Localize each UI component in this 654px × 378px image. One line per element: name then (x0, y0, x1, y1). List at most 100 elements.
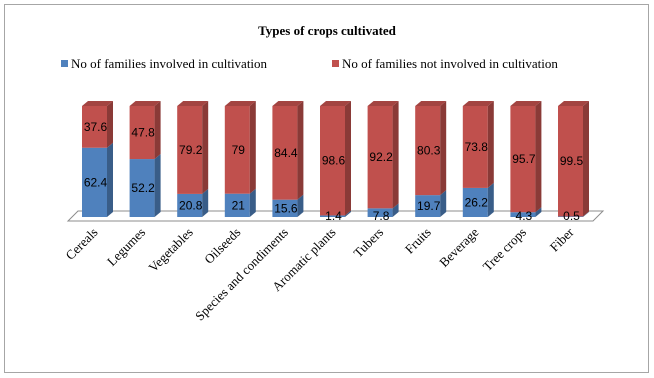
data-label-involved-4: 15.6 (274, 201, 298, 215)
data-label-involved-2: 20.8 (179, 198, 203, 212)
bar-not-involved-7-side (440, 101, 447, 196)
bar-not-involved-3 (224, 101, 256, 194)
stacked-bar-chart: Types of crops cultivated No of families… (61, 23, 605, 324)
bar-involved-4 (272, 194, 304, 217)
bar-not-involved-7-top (415, 101, 447, 106)
bar-not-involved-2-front (177, 106, 203, 194)
bar-not-involved-2-side (202, 101, 209, 194)
bar-not-involved-6-front (367, 106, 393, 209)
data-label-involved-0: 62.4 (84, 175, 108, 189)
data-label-not-involved-5: 98.6 (322, 154, 346, 168)
data-label-not-involved-3: 79 (232, 143, 246, 157)
bar-not-involved-5-front (320, 106, 345, 216)
bar-involved-10-side (583, 211, 589, 217)
data-label-involved-10: 0.5 (563, 209, 580, 223)
bar-involved-7-front (415, 195, 441, 217)
bar-involved-8 (462, 182, 494, 217)
category-label-8: Beverage (436, 224, 481, 269)
bar-not-involved-10-top (558, 101, 589, 106)
bar-involved-6-side (392, 203, 399, 217)
bar-involved-0 (82, 142, 113, 217)
category-label-9: Tree crops (480, 225, 529, 274)
data-label-involved-6: 7.8 (373, 209, 390, 223)
bar-not-involved-4 (272, 101, 304, 200)
bar-not-involved-1-side (154, 101, 161, 160)
bar-involved-7-side (440, 190, 447, 217)
bar-involved-1-front (129, 159, 155, 217)
category-label-4: Species and condiments (192, 225, 291, 324)
bar-not-involved-7 (415, 101, 447, 196)
data-label-not-involved-6: 92.2 (369, 150, 393, 164)
bar-not-involved-2 (177, 101, 209, 194)
bar-not-involved-7-front (415, 106, 441, 196)
bar-involved-3-side (249, 188, 256, 217)
bar-not-involved-4-top (272, 101, 304, 106)
legend-swatch-involved (61, 60, 68, 67)
bar-involved-3-front (224, 193, 250, 217)
bar-not-involved-8 (462, 101, 494, 188)
data-label-involved-7: 19.7 (417, 199, 441, 213)
bars-group (82, 101, 589, 217)
bar-involved-9 (510, 207, 542, 217)
bar-not-involved-0-top (82, 101, 113, 106)
bar-involved-3 (224, 188, 256, 217)
bar-involved-0-front (82, 147, 107, 217)
category-label-6: Tubers (350, 225, 386, 261)
bar-involved-6-front (367, 208, 393, 217)
bar-involved-6 (367, 203, 399, 217)
data-label-not-involved-10: 99.5 (560, 154, 584, 168)
bar-not-involved-5-top (320, 101, 351, 106)
data-label-involved-3: 21 (232, 198, 246, 212)
bar-involved-5-side (345, 210, 351, 217)
data-label-involved-1: 52.2 (131, 181, 155, 195)
data-label-not-involved-0: 37.6 (84, 120, 108, 134)
bar-not-involved-1-top (129, 101, 161, 106)
bar-involved-7 (415, 190, 447, 217)
category-label-2: Vegetables (145, 225, 195, 275)
bar-involved-5-front (320, 215, 345, 217)
bar-not-involved-4-side (297, 101, 304, 200)
bar-not-involved-4-front (272, 106, 298, 200)
bar-not-involved-9-top (510, 101, 542, 106)
bar-not-involved-1-front (129, 106, 155, 160)
data-label-not-involved-4: 84.4 (274, 146, 298, 160)
data-labels-group: 62.4 37.6 52.2 47.8 20.8 79.2 21 79 15.6 84.4 1.4 9… (84, 120, 584, 223)
data-label-not-involved-2: 79.2 (179, 143, 203, 157)
bar-involved-5 (320, 210, 351, 217)
bar-involved-4-front (272, 199, 298, 217)
data-label-not-involved-1: 47.8 (131, 126, 155, 140)
chart-title: Types of crops cultivated (258, 23, 397, 38)
category-label-1: Legumes (104, 225, 148, 269)
bar-involved-1 (129, 154, 161, 217)
data-label-not-involved-8: 73.8 (465, 140, 489, 154)
legend-label-involved: No of families involved in cultivation (71, 56, 268, 71)
bar-not-involved-5-side (345, 101, 351, 216)
bar-not-involved-2-top (177, 101, 209, 106)
bar-not-involved-1 (129, 101, 161, 160)
bar-not-involved-9-side (535, 101, 542, 213)
bar-involved-9-side (535, 207, 542, 217)
bar-not-involved-6-side (392, 101, 399, 209)
legend: No of families involved in cultivation N… (61, 56, 558, 71)
bar-involved-2 (177, 188, 209, 217)
category-label-7: Fruits (402, 225, 434, 257)
bar-involved-10-front (558, 216, 583, 217)
legend-swatch-not-involved (332, 60, 339, 67)
bar-not-involved-0 (82, 101, 113, 148)
bar-involved-10 (558, 211, 589, 217)
bar-not-involved-0-side (107, 101, 113, 148)
bar-involved-9-front (510, 212, 536, 217)
category-label-0: Cereals (62, 225, 100, 263)
data-label-not-involved-9: 95.7 (512, 152, 536, 166)
data-label-involved-5: 1.4 (325, 209, 342, 223)
bar-not-involved-9 (510, 101, 542, 213)
bar-not-involved-5 (320, 101, 351, 216)
bar-not-involved-0-front (82, 106, 107, 148)
bar-not-involved-3-front (224, 106, 250, 194)
bar-not-involved-3-top (224, 101, 256, 106)
chart-frame: Types of crops cultivated No of families… (4, 4, 649, 373)
bar-involved-0-side (107, 142, 113, 217)
bar-not-involved-10-front (558, 106, 583, 217)
bar-involved-8-side (487, 182, 494, 217)
bar-not-involved-3-side (249, 101, 256, 194)
